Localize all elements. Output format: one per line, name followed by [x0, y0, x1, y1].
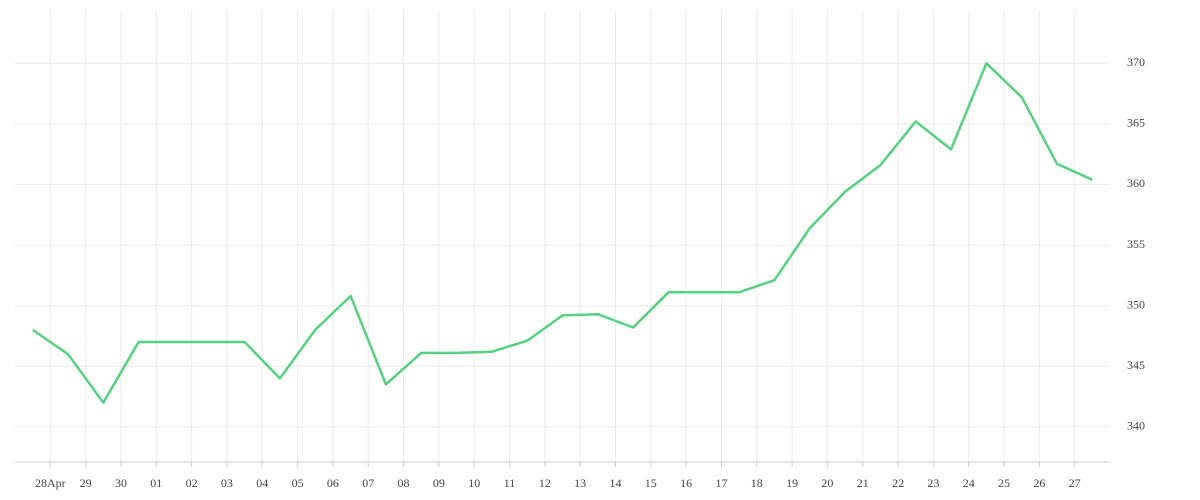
series-line — [31, 62, 1093, 404]
x-tick-label: 07 — [362, 476, 374, 490]
x-tick-label: 30 — [115, 476, 127, 490]
x-tick-label: 19 — [786, 476, 798, 490]
x-tick-label: 14 — [609, 476, 621, 490]
x-tick-label: 05 — [292, 476, 304, 490]
x-tick-label: 18 — [751, 476, 763, 490]
x-tick-label: 13 — [574, 476, 586, 490]
x-tick-label: 26 — [1033, 476, 1045, 490]
x-tick-label: 10 — [468, 476, 480, 490]
y-tick-label: 355 — [1127, 237, 1145, 251]
x-tick-label: 20 — [821, 476, 833, 490]
y-tick-label: 360 — [1127, 176, 1145, 190]
x-tick-label: 11 — [504, 476, 516, 490]
y-tick-label: 340 — [1127, 419, 1145, 433]
x-tick-label: 06 — [327, 476, 339, 490]
x-tick-label: 04 — [256, 476, 268, 490]
x-tick-label: 21 — [857, 476, 869, 490]
x-tick-label: 08 — [398, 476, 410, 490]
x-tick-label: 29 — [80, 476, 92, 490]
x-tick-label: 24 — [963, 476, 975, 490]
x-tick-label: 16 — [680, 476, 692, 490]
x-tick-label: 15 — [645, 476, 657, 490]
y-tick-label: 370 — [1127, 55, 1145, 69]
x-tick-label: 27 — [1069, 476, 1081, 490]
x-tick-label: 09 — [433, 476, 445, 490]
x-tick-label: 01 — [150, 476, 162, 490]
x-tick-label: 25 — [998, 476, 1010, 490]
x-tick-label: 17 — [715, 476, 727, 490]
x-tick-label: 23 — [927, 476, 939, 490]
x-tick-label: 28Apr — [35, 476, 66, 490]
y-tick-label: 345 — [1127, 358, 1145, 372]
y-tick-label: 350 — [1127, 297, 1145, 311]
x-tick-label: 03 — [221, 476, 233, 490]
x-tick-label: 02 — [186, 476, 198, 490]
y-tick-label: 365 — [1127, 116, 1145, 130]
x-tick-label: 12 — [539, 476, 551, 490]
x-tick-label: 22 — [892, 476, 904, 490]
